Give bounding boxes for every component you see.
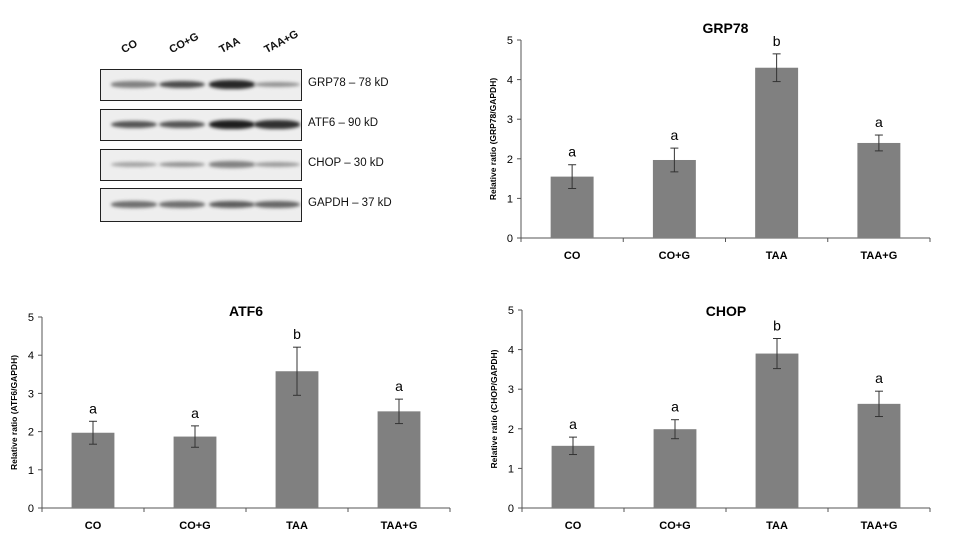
blot-band [159, 161, 205, 168]
significance-letter: a [875, 370, 883, 386]
x-tick-label: CO+G [659, 520, 690, 532]
blot-band [209, 120, 255, 129]
bar-co-plus-g [652, 159, 696, 238]
significance-letter: a [671, 399, 679, 415]
significance-letter: b [773, 318, 781, 334]
significance-letter: a [568, 144, 576, 160]
blot-band [254, 120, 300, 129]
blot-band [111, 161, 157, 168]
blot-band [254, 81, 300, 88]
blot-band [111, 201, 157, 208]
chart-title: CHOP [706, 303, 746, 319]
x-tick-label: CO+G [659, 250, 690, 262]
blot-row-label: GRP78 – 78 kD [308, 77, 389, 89]
blot-lane-label: CO [119, 37, 140, 56]
blot-row-label: ATF6 – 90 kD [308, 117, 379, 129]
significance-letter: a [395, 378, 403, 394]
y-tick-label: 2 [28, 427, 34, 439]
y-tick-label: 0 [28, 503, 34, 515]
y-tick-label: 0 [507, 233, 513, 245]
blot-band [159, 80, 205, 89]
chart-title: ATF6 [229, 303, 263, 319]
chart-grp78-svg: GRP78 Relative ratio (GRP78/GAPDH) 0 1 2 3 4 5 a… [488, 20, 931, 262]
significance-letter: b [773, 33, 781, 49]
blot-strip [100, 69, 302, 101]
blot-band [209, 161, 255, 168]
bar-taa [755, 67, 799, 238]
significance-letter: a [89, 400, 97, 416]
significance-letter: a [875, 114, 883, 130]
blot-band [209, 80, 255, 89]
x-tick-label: CO [565, 520, 582, 532]
blot-band [159, 120, 205, 129]
chart-chop-svg: CHOP Relative ratio (CHOP/GAPDH) 0 1 2 3 4 5 a CO… [489, 303, 931, 532]
x-tick-label: CO [85, 520, 102, 532]
western-blot-panel: CO CO+G TAA TAA+G GRP78 – 78 kD ATF6 – 90 kD C… [95, 22, 475, 232]
blot-lane-label: CO+G [167, 30, 201, 56]
x-tick-label: TAA [766, 520, 788, 532]
y-axis-label: Relative ratio (CHOP/GAPDH) [489, 349, 499, 468]
blot-band [209, 200, 255, 209]
chart-atf6: ATF6 Relative ratio (ATF6/GAPDH) 0 1 2 3 4 5 a CO… [0, 290, 470, 544]
y-tick-label: 0 [508, 503, 514, 515]
chart-atf6-svg: ATF6 Relative ratio (ATF6/GAPDH) 0 1 2 3 4 5 a CO… [9, 303, 451, 532]
bar-co [71, 432, 115, 508]
blot-band [254, 161, 300, 168]
blot-band [111, 81, 157, 88]
significance-letter: a [191, 405, 199, 421]
bar-co [551, 445, 595, 508]
y-tick-label: 1 [28, 465, 34, 477]
y-tick-label: 3 [507, 114, 513, 126]
blot-lane-label: TAA [217, 35, 243, 56]
significance-letter: a [569, 416, 577, 432]
blot-lane-label: TAA+G [262, 28, 301, 56]
blot-band [254, 201, 300, 208]
significance-letter: b [293, 326, 301, 342]
chart-chop: CHOP Relative ratio (CHOP/GAPDH) 0 1 2 3 4 5 a CO… [480, 290, 950, 544]
x-tick-label: TAA [766, 250, 788, 262]
bar-taa-plus-g [377, 411, 421, 508]
x-tick-label: TAA+G [860, 250, 897, 262]
y-tick-label: 4 [507, 75, 513, 87]
bar-taa [755, 353, 799, 508]
bar-taa-plus-g [857, 142, 901, 238]
y-tick-label: 1 [508, 463, 514, 475]
bar-co-plus-g [653, 429, 697, 508]
blot-band [159, 201, 205, 208]
y-tick-label: 4 [508, 345, 514, 357]
chart-grp78: GRP78 Relative ratio (GRP78/GAPDH) 0 1 2 3 4 5 a… [480, 15, 950, 275]
y-tick-label: 3 [508, 384, 514, 396]
x-tick-label: CO [564, 250, 581, 262]
chart-title: GRP78 [703, 20, 749, 36]
bar-taa-plus-g [857, 403, 901, 508]
blot-strip [100, 188, 302, 222]
y-tick-label: 3 [28, 388, 34, 400]
blot-row-label: CHOP – 30 kD [308, 157, 384, 169]
blot-row-label: GAPDH – 37 kD [308, 197, 392, 209]
blot-band [111, 120, 157, 129]
bar-co-plus-g [173, 436, 217, 508]
y-tick-label: 2 [508, 424, 514, 436]
y-tick-label: 5 [28, 312, 34, 324]
y-tick-label: 2 [507, 154, 513, 166]
y-tick-label: 1 [507, 193, 513, 205]
x-tick-label: CO+G [179, 520, 210, 532]
y-tick-label: 5 [508, 305, 514, 317]
x-tick-label: TAA+G [381, 520, 418, 532]
x-tick-label: TAA [286, 520, 308, 532]
y-tick-label: 4 [28, 350, 34, 362]
y-tick-label: 5 [507, 35, 513, 47]
x-tick-label: TAA+G [861, 520, 898, 532]
blot-strip [100, 149, 302, 181]
blot-strip [100, 109, 302, 141]
significance-letter: a [670, 127, 678, 143]
y-axis-label: Relative ratio (GRP78/GAPDH) [488, 78, 498, 201]
y-axis-label: Relative ratio (ATF6/GAPDH) [9, 355, 19, 470]
